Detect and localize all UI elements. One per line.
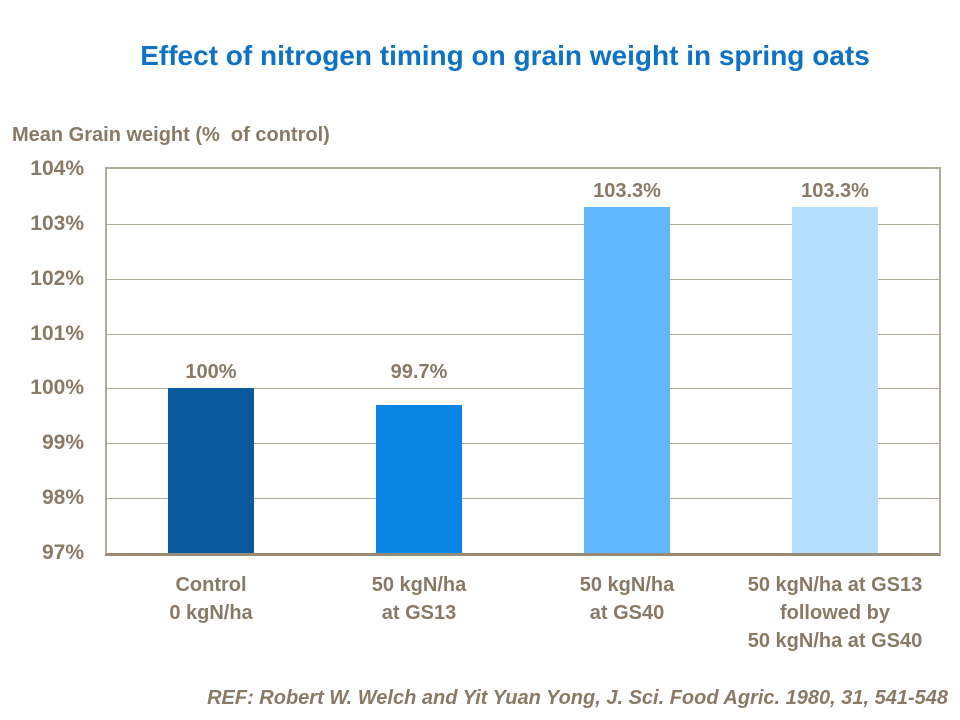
- y-tick-label: 101%: [30, 322, 84, 345]
- y-axis-tick-labels: 104% 103% 102% 101% 100% 99% 98% 97%: [0, 157, 84, 564]
- x-category-label: 50 kgN/ha at GS40: [579, 574, 675, 624]
- y-tick-label: 99%: [41, 431, 84, 454]
- gridline: [107, 279, 939, 280]
- y-tick-label: 103%: [30, 212, 84, 235]
- bar: [584, 207, 670, 553]
- y-tick-label: 97%: [41, 541, 84, 564]
- x-category-label: 50 kgN/ha at GS13: [371, 574, 467, 624]
- bar: [792, 207, 878, 553]
- y-tick-label: 100%: [30, 376, 84, 399]
- x-axis-category-labels: Control 0 kgN/ha 50 kgN/ha at GS13 50 kgN/…: [107, 571, 939, 661]
- y-axis-title: Mean Grain weight (% of control): [12, 124, 330, 146]
- bar-value-label: 100%: [185, 361, 237, 383]
- bar: [168, 388, 254, 553]
- chart-title: Effect of nitrogen timing on grain weigh…: [140, 40, 870, 71]
- bar-value-label: 99.7%: [390, 361, 448, 383]
- gridline: [107, 224, 939, 225]
- x-category-label: 50 kgN/ha at GS13 followed by 50 kgN/ha …: [747, 574, 923, 652]
- gridline: [107, 443, 939, 444]
- bar: [376, 405, 462, 553]
- bar-value-label: 103.3%: [593, 180, 661, 202]
- y-tick-label: 102%: [30, 267, 84, 290]
- gridline: [107, 334, 939, 335]
- gridline: [107, 388, 939, 389]
- plot-area: 100% 99.7% 103.3% 103.3%: [105, 167, 941, 556]
- y-tick-label: 104%: [30, 157, 84, 180]
- x-category-label: Control 0 kgN/ha: [169, 574, 253, 624]
- gridline: [107, 498, 939, 499]
- bar-value-label: 103.3%: [801, 180, 869, 202]
- y-tick-label: 98%: [41, 486, 84, 509]
- reference-citation: REF: Robert W. Welch and Yit Yuan Yong, …: [207, 687, 948, 709]
